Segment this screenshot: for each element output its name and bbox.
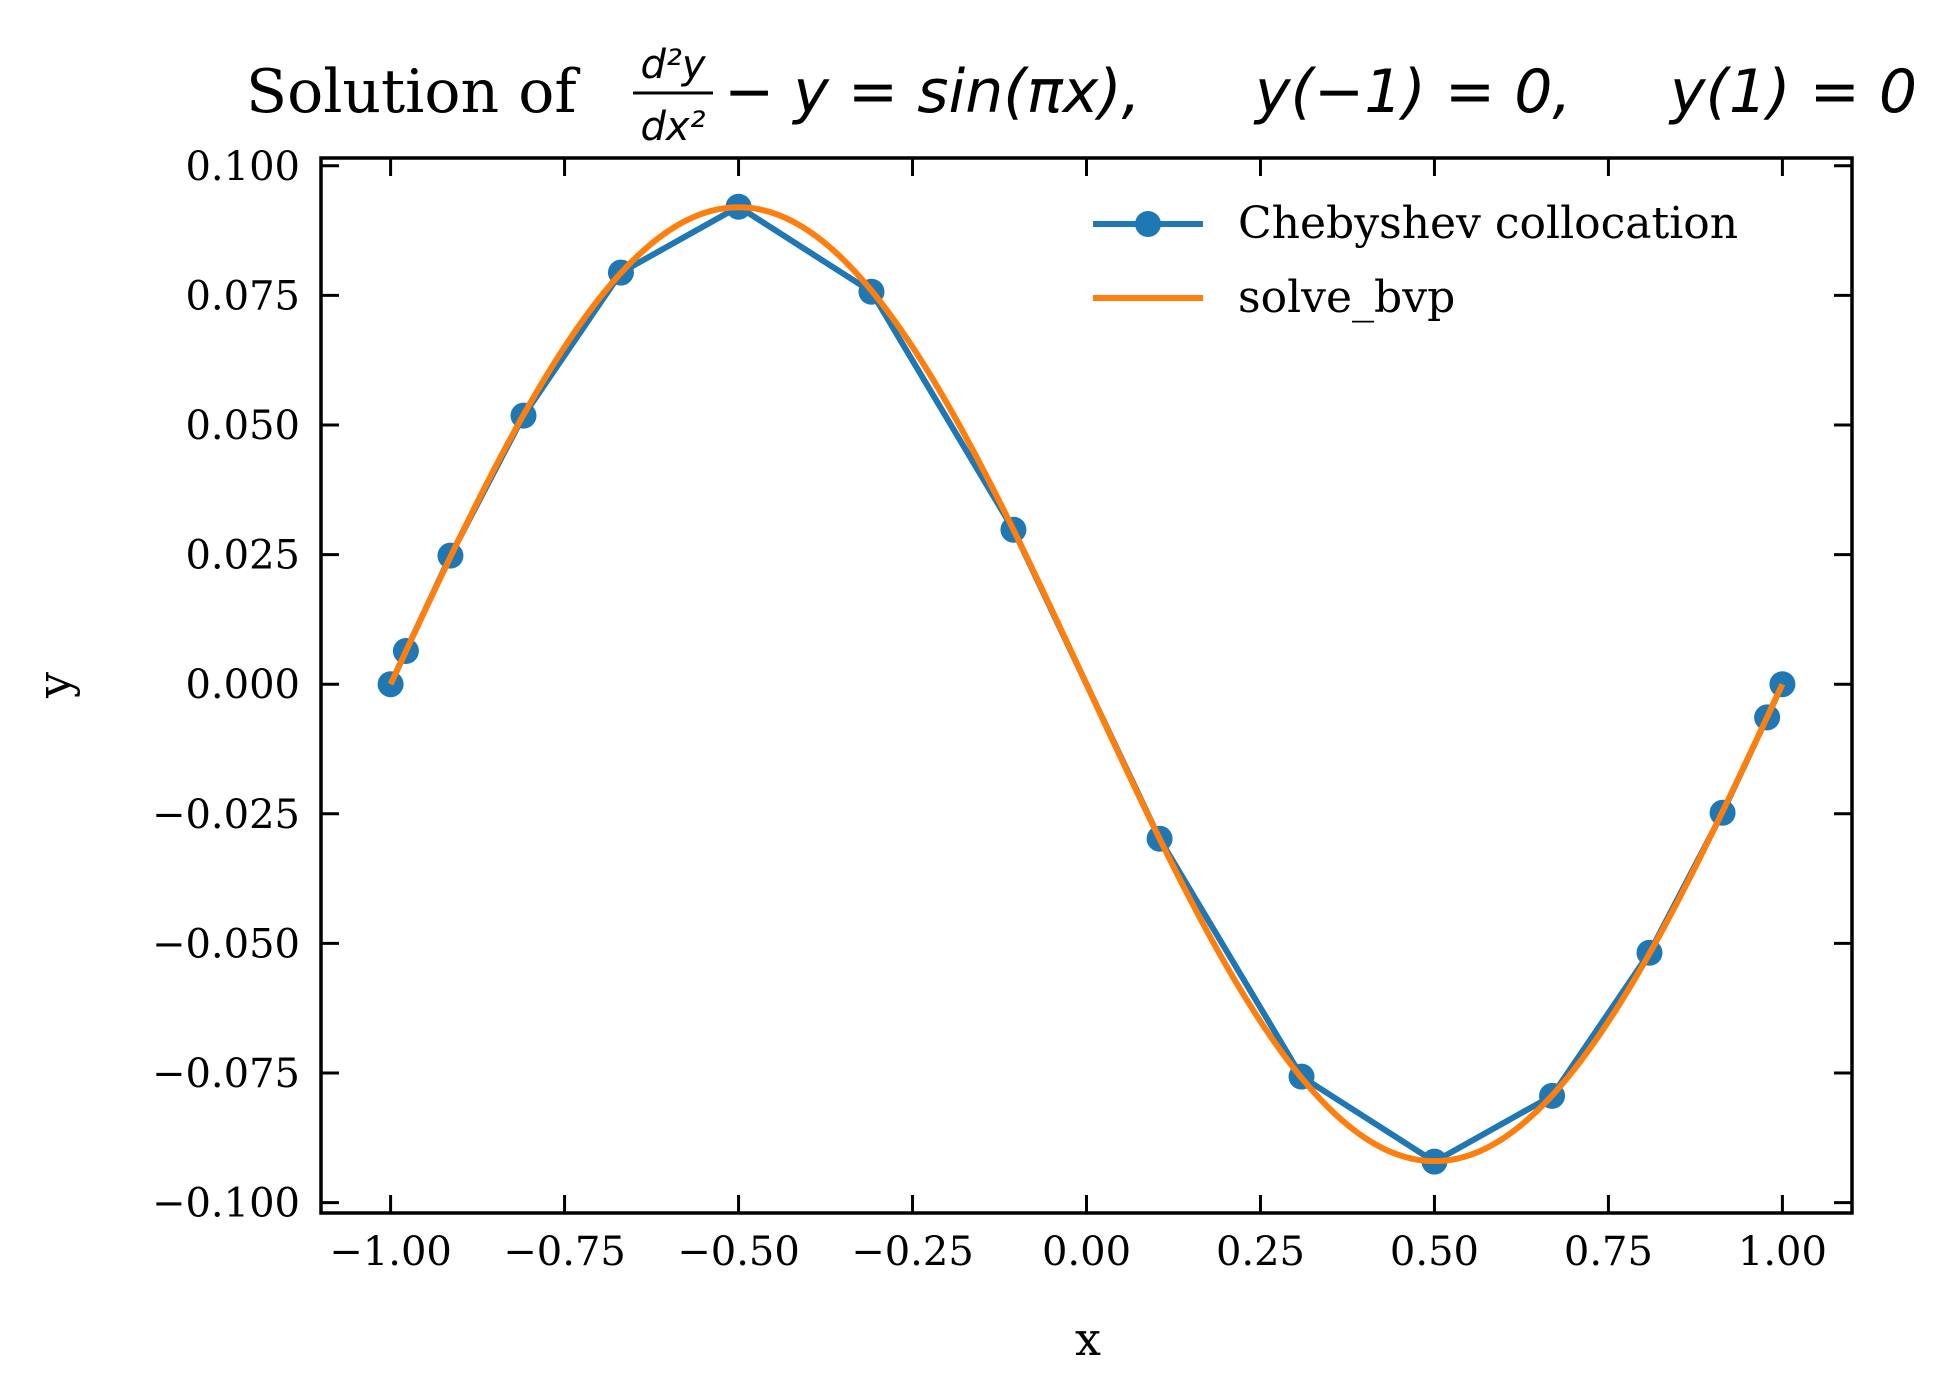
x-tick-label: 0.25 (1216, 1229, 1305, 1275)
title-prefix: Solution of (246, 57, 580, 127)
title-bc-left: y(−1) = 0, (1253, 57, 1571, 127)
x-tick-label: −1.00 (329, 1229, 452, 1275)
x-ticks: −1.00 −0.75 −0.50 −0.25 0.00 0.25 0.50 0.75 1.00 (329, 158, 1827, 1275)
x-tick-label: 0.75 (1564, 1229, 1653, 1275)
y-tick-label: 0.025 (185, 533, 300, 579)
y-tick-label: −0.050 (152, 921, 300, 967)
x-tick-label: 0.50 (1390, 1229, 1479, 1275)
title-frac-denominator: dx² (640, 104, 705, 150)
chart-title: Solution of d²y dx² − y = sin(πx), y(−1)… (246, 42, 1917, 150)
x-tick-label: 1.00 (1738, 1229, 1827, 1275)
legend-label-solve-bvp: solve_bvp (1238, 272, 1455, 323)
y-tick-label: 0.050 (185, 403, 300, 449)
series-layer (377, 193, 1796, 1175)
y-ticks: 0.100 0.075 0.050 0.025 0.000 −0.025 −0.050 −0.… (152, 144, 1852, 1227)
y-tick-label: −0.025 (152, 792, 300, 838)
x-tick-label: −0.75 (503, 1229, 626, 1275)
x-tick-label: 0.00 (1042, 1229, 1131, 1275)
title-equation: − y = sin(πx), (724, 57, 1141, 127)
title-bc-right: y(1) = 0 (1668, 57, 1917, 127)
x-axis-label: x (1075, 1312, 1101, 1366)
x-tick-label: −0.50 (677, 1229, 800, 1275)
legend-marker-chebyshev (1135, 211, 1161, 237)
y-tick-label: 0.000 (185, 662, 300, 708)
data-point-chebyshev (377, 671, 404, 698)
y-tick-label: 0.100 (185, 144, 300, 190)
legend-label-chebyshev: Chebyshev collocation (1238, 198, 1738, 249)
y-tick-label: −0.075 (152, 1051, 300, 1097)
y-tick-label: −0.100 (152, 1181, 300, 1227)
series-line-solve-bvp (387, 204, 1786, 1165)
x-tick-label: −0.25 (851, 1229, 974, 1275)
y-tick-label: 0.075 (185, 273, 300, 319)
legend: Chebyshev collocation solve_bvp (1093, 198, 1738, 323)
y-axis-label: y (27, 672, 81, 699)
title-frac-numerator: d²y (640, 42, 706, 88)
